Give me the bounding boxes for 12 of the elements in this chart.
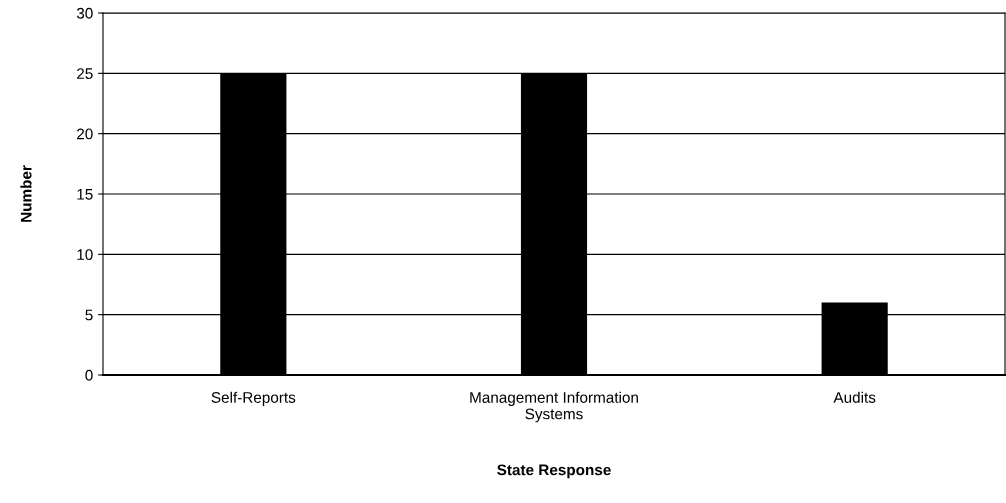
y-tick-label: 15 (77, 189, 93, 200)
y-tick-label: 5 (85, 309, 93, 321)
y-tick-label: 30 (76, 7, 93, 19)
y-tick-label: 0 (85, 369, 93, 381)
x-tick-label: Self-Reports (211, 391, 296, 406)
x-tick-label: Management Information Systems (470, 391, 638, 423)
y-tick-label: 25 (77, 68, 93, 80)
y-tick-label: 10 (77, 249, 93, 261)
x-tick-label: Audits (833, 391, 876, 403)
y-axis-title: Number (20, 165, 32, 222)
x-axis-title: State Response (497, 464, 611, 479)
y-tick-label: 20 (77, 128, 93, 140)
